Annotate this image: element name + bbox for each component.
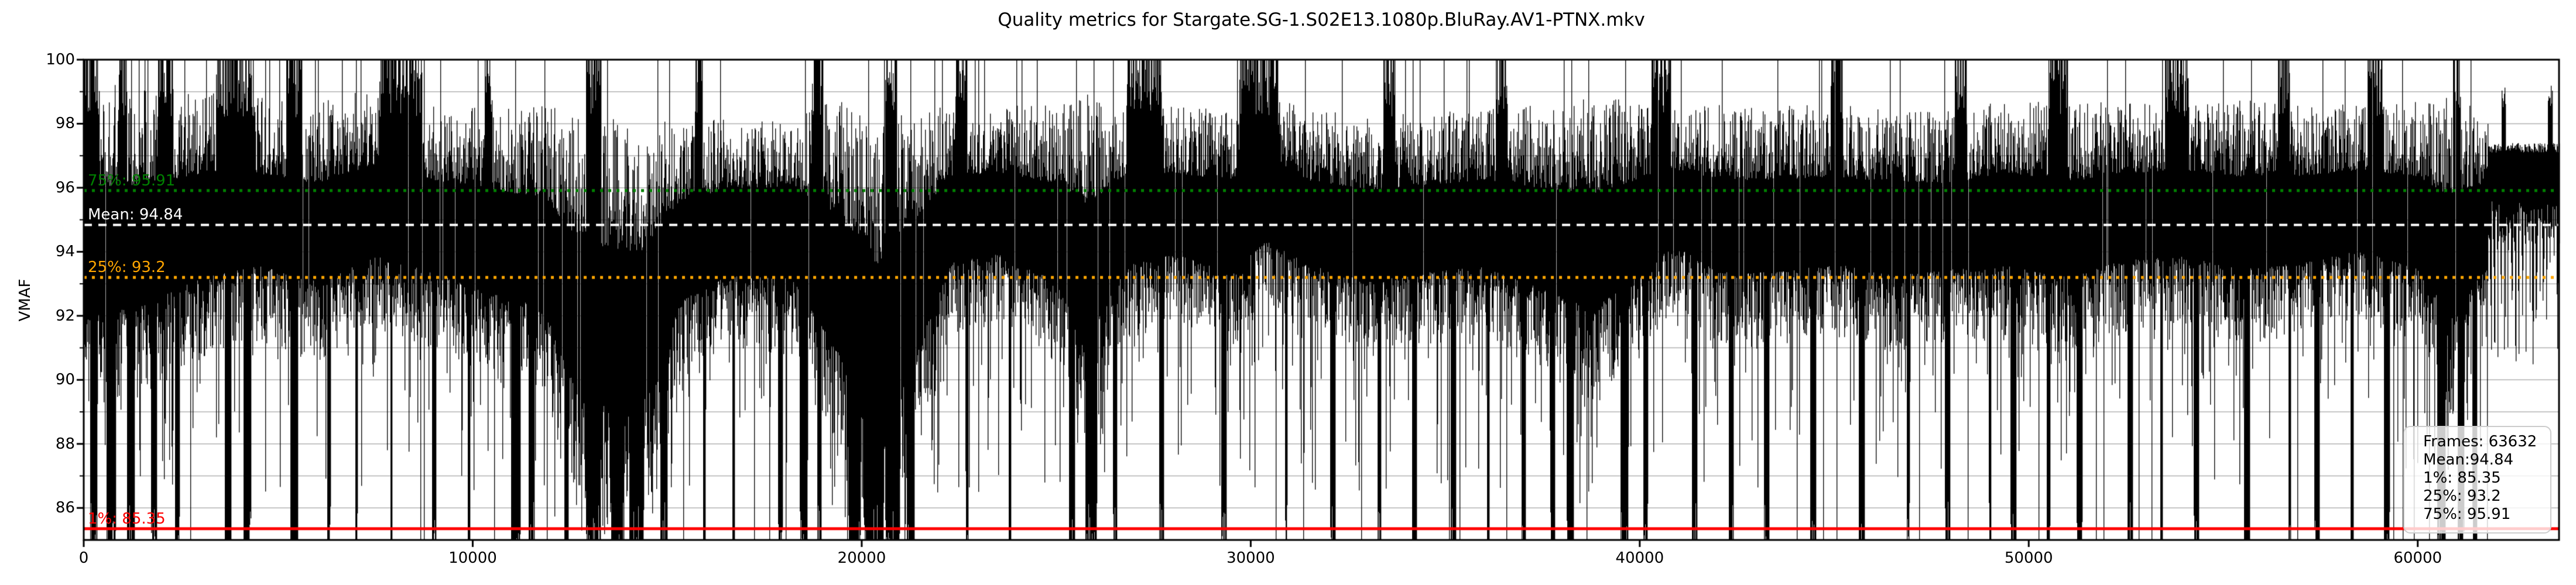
x-tick-label: 0 xyxy=(78,549,89,567)
p25-line-label: 25%: 93.2 xyxy=(88,259,166,277)
chart-title: Quality metrics for Stargate.SG-1.S02E13… xyxy=(998,9,1645,30)
stats-mean: Mean:94.84 xyxy=(2423,451,2514,469)
x-tick-label: 50000 xyxy=(2004,549,2053,567)
p75-line-label: 75%: 95.91 xyxy=(88,171,176,190)
x-tick-label: 30000 xyxy=(1226,549,1275,567)
x-tick-label: 40000 xyxy=(1615,549,1664,567)
mean-line-label: Mean: 94.84 xyxy=(88,206,183,224)
y-tick-label: 88 xyxy=(55,435,75,453)
y-tick-label: 98 xyxy=(55,115,75,133)
p1-line-label: 1%: 85.35 xyxy=(88,510,166,528)
stats-p75: 75%: 95.91 xyxy=(2423,505,2511,523)
stats-p1: 1%: 85.35 xyxy=(2423,469,2501,487)
y-tick-label: 100 xyxy=(46,51,75,68)
x-tick-label: 20000 xyxy=(837,549,886,567)
stats-p25: 25%: 93.2 xyxy=(2423,487,2501,505)
x-tick-label: 10000 xyxy=(448,549,497,567)
y-tick-label: 96 xyxy=(55,178,75,197)
x-tick-label: 60000 xyxy=(2393,549,2443,567)
y-tick-label: 90 xyxy=(55,371,75,389)
y-tick-label: 94 xyxy=(55,243,75,261)
stats-box: Frames: 63632 Mean:94.84 1%: 85.35 25%: … xyxy=(2403,426,2551,534)
y-tick-label: 92 xyxy=(55,307,75,325)
y-tick-label: 86 xyxy=(55,499,75,517)
stats-frames: Frames: 63632 xyxy=(2423,433,2537,450)
